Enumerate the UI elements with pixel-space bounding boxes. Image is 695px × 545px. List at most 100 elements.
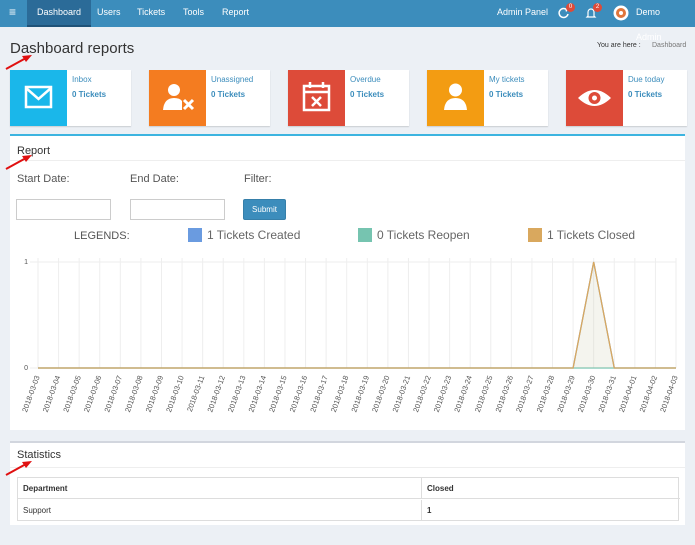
- x-tick-label: 2018-03-12: [205, 374, 227, 413]
- stat-card[interactable]: My tickets 0 Tickets: [427, 70, 548, 126]
- x-tick-label: 2018-03-24: [452, 374, 474, 413]
- user-name[interactable]: Demo Admin: [636, 7, 662, 42]
- x-tick-label: 2018-03-18: [329, 374, 351, 413]
- stat-card[interactable]: Unassigned 0 Tickets: [149, 70, 270, 126]
- arrow-annotation: [5, 461, 32, 476]
- end-date-input[interactable]: [130, 199, 225, 220]
- card-count: 0 Tickets: [489, 90, 524, 99]
- panel-title: Statistics: [17, 449, 62, 461]
- card-icon: [427, 70, 484, 126]
- y-tick-label: 1: [24, 259, 28, 266]
- x-tick-label: 2018-03-09: [144, 374, 166, 413]
- nav-item[interactable]: Tickets: [137, 7, 166, 17]
- card-label: Inbox: [72, 75, 92, 84]
- statistics-table: Department Closed Support 1: [17, 477, 680, 521]
- badge: 2: [593, 3, 602, 12]
- x-tick-label: 2018-03-10: [164, 374, 186, 413]
- y-tick-label: 0: [24, 365, 28, 372]
- card-count: 0 Tickets: [350, 90, 385, 99]
- navbar: ≡ Admin Panel 0 2 Demo Admin Dashboard Us…: [0, 0, 695, 42]
- start-date-label: Start Date:: [17, 173, 70, 185]
- x-tick-label: 2018-03-17: [308, 374, 330, 413]
- nav-item[interactable]: Tools: [183, 7, 205, 17]
- x-tick-label: 2018-03-08: [123, 374, 145, 413]
- x-tick-label: 2018-03-28: [535, 374, 557, 413]
- start-date-input[interactable]: [16, 199, 111, 220]
- legend-swatch: [358, 228, 372, 242]
- x-tick-label: 2018-03-22: [411, 374, 433, 413]
- card-icon: [566, 70, 623, 126]
- badge: 0: [566, 3, 575, 12]
- end-date-label: End Date:: [130, 173, 179, 185]
- x-tick-label: 2018-03-03: [20, 374, 42, 413]
- legend-label: 1 Tickets Closed: [547, 228, 635, 242]
- legends-label: LEGENDS:: [74, 230, 130, 242]
- table-header: Closed: [421, 478, 680, 499]
- x-tick-label: 2018-03-29: [555, 374, 577, 413]
- admin-panel-link[interactable]: Admin Panel: [497, 7, 549, 17]
- card-icon: [149, 70, 206, 126]
- x-tick-label: 2018-03-23: [432, 374, 454, 413]
- x-tick-label: 2018-03-13: [226, 374, 248, 413]
- legend-swatch: [188, 228, 202, 242]
- card-count: 0 Tickets: [628, 90, 663, 99]
- x-tick-label: 2018-03-19: [349, 374, 371, 413]
- chart: LEGENDS: 1 Tickets Created 0 Tickets Reop…: [20, 228, 680, 413]
- legend-label: 0 Tickets Reopen: [377, 228, 470, 242]
- breadcrumb[interactable]: Dashboard: [652, 42, 687, 49]
- avatar[interactable]: [613, 5, 629, 21]
- filter-label: Filter:: [244, 173, 272, 185]
- card-icon: [288, 70, 345, 126]
- x-tick-label: 2018-03-14: [247, 374, 269, 413]
- table-cell: 1: [421, 500, 680, 521]
- report-panel: Report: [10, 134, 685, 430]
- x-tick-label: 2018-03-31: [596, 374, 618, 413]
- submit-button[interactable]: Submit: [243, 199, 286, 220]
- stat-card[interactable]: Due today 0 Tickets: [566, 70, 687, 126]
- card-icon: [10, 70, 67, 126]
- x-tick-label: 2018-04-01: [617, 374, 639, 413]
- breadcrumb-prefix: You are here :: [597, 42, 641, 49]
- x-tick-label: 2018-03-21: [391, 374, 413, 413]
- nav-item[interactable]: Dashboard: [27, 0, 92, 27]
- card-count: 0 Tickets: [72, 90, 107, 99]
- card-label: Due today: [628, 75, 665, 84]
- panel-title: Report: [17, 145, 51, 157]
- x-tick-label: 2018-03-11: [185, 374, 206, 413]
- x-tick-label: 2018-03-15: [267, 374, 289, 413]
- x-tick-label: 2018-03-25: [473, 374, 495, 413]
- divider: [10, 160, 685, 161]
- menu-toggle[interactable]: ≡: [9, 5, 17, 19]
- stat-card[interactable]: Overdue 0 Tickets: [288, 70, 409, 126]
- legend-label: 1 Tickets Created: [207, 228, 300, 242]
- arrow-annotation: [5, 155, 32, 170]
- card-label: My tickets: [489, 75, 525, 84]
- x-tick-label: 2018-03-06: [82, 374, 104, 413]
- statistics-panel: Statistics Department Closed Support 1: [10, 441, 685, 525]
- x-tick-label: 2018-03-05: [61, 374, 83, 413]
- card-count: 0 Tickets: [211, 90, 246, 99]
- x-tick-label: 2018-03-30: [576, 374, 598, 413]
- table-cell: Support: [23, 506, 52, 515]
- x-tick-label: 2018-03-16: [288, 374, 310, 413]
- nav-item[interactable]: Users: [97, 7, 121, 17]
- card-label: Unassigned: [211, 75, 254, 84]
- x-tick-label: 2018-03-07: [102, 374, 124, 413]
- legend-swatch: [528, 228, 542, 242]
- x-tick-label: 2018-04-02: [638, 374, 660, 413]
- bell-icon[interactable]: [585, 7, 597, 19]
- nav-item[interactable]: Report: [222, 7, 250, 17]
- page-title: Dashboard reports: [10, 40, 135, 57]
- x-tick-label: 2018-03-27: [514, 374, 536, 413]
- divider: [10, 467, 685, 468]
- table-header: Department: [18, 478, 421, 499]
- stat-card[interactable]: Inbox 0 Tickets: [10, 70, 131, 126]
- x-tick-label: 2018-03-04: [41, 374, 63, 413]
- card-label: Overdue: [350, 75, 381, 84]
- x-tick-label: 2018-04-03: [658, 374, 680, 413]
- arrow-annotation: [5, 55, 32, 70]
- series-line: [38, 261, 676, 369]
- x-tick-label: 2018-03-20: [370, 374, 392, 413]
- x-tick-label: 2018-03-26: [494, 374, 516, 413]
